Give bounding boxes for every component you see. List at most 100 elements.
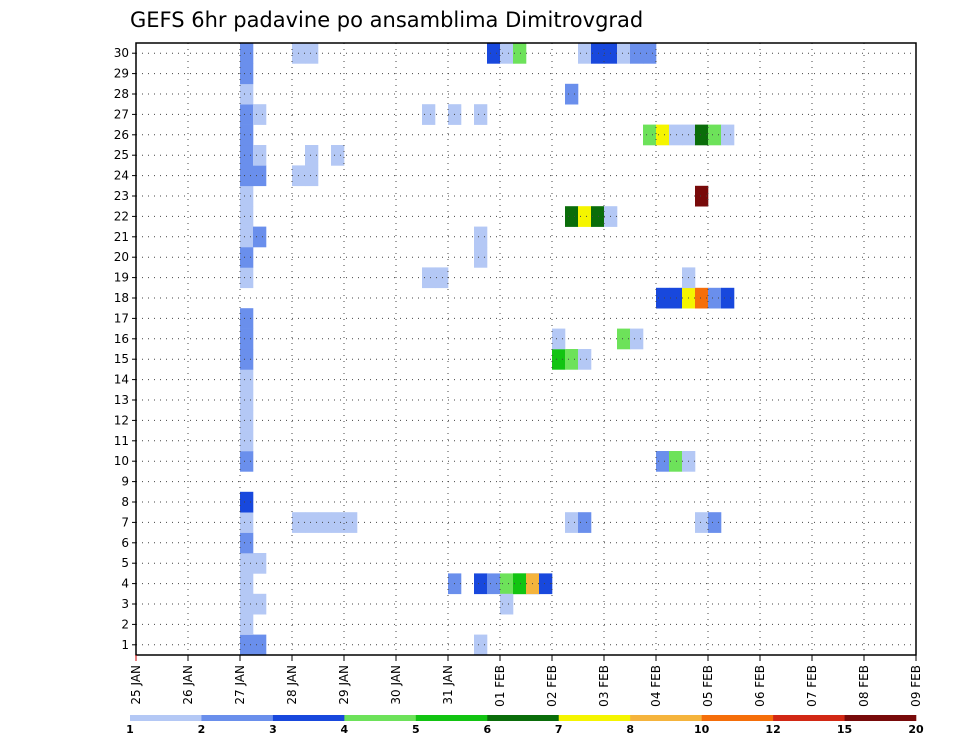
x-tick-label: 26 JAN (181, 665, 195, 705)
colorbar-segment (201, 715, 274, 721)
y-tick-label: 17 (114, 311, 129, 325)
heatmap-cell (669, 287, 683, 309)
y-tick-label: 23 (114, 189, 129, 203)
y-tick-label: 26 (114, 128, 129, 142)
heatmap-cell (617, 328, 631, 350)
colorbar-label: 1 (126, 723, 134, 736)
y-tick-label: 11 (114, 434, 129, 448)
heatmap-cell (591, 43, 605, 64)
colorbar-label: 10 (694, 723, 710, 736)
x-tick-label: 30 JAN (389, 665, 403, 705)
heatmap-cell (708, 124, 722, 146)
y-tick-label: 3 (121, 597, 129, 611)
heatmap-cell (552, 328, 566, 350)
y-tick-label: 27 (114, 107, 129, 121)
heatmap-cell (630, 43, 644, 64)
y-tick-label: 15 (114, 352, 129, 366)
colorbar-segment (272, 715, 345, 721)
colorbar-label: 4 (341, 723, 349, 736)
y-tick-label: 18 (114, 291, 129, 305)
heatmap-cell (721, 124, 735, 146)
heatmap-cell (240, 553, 254, 574)
x-tick-label: 25 JAN (129, 665, 143, 705)
heatmap-cell (240, 124, 254, 146)
heatmap-cell (721, 287, 735, 309)
x-tick-label: 01 FEB (493, 665, 507, 707)
colorbar-label: 7 (555, 723, 563, 736)
heatmap-cell (474, 573, 488, 595)
heatmap-cell (487, 573, 501, 595)
heatmap-cell (487, 43, 501, 64)
heatmap-cell (565, 349, 579, 370)
heatmap-cell (240, 573, 254, 595)
heatmap-cell (695, 512, 709, 533)
y-tick-label: 24 (114, 169, 129, 183)
y-tick-label: 5 (121, 556, 129, 570)
heatmap-cell (500, 573, 514, 595)
y-tick-label: 29 (114, 67, 129, 81)
x-tick-label: 27 JAN (233, 665, 247, 705)
colorbar-segment (558, 715, 631, 721)
heatmap-cell (240, 206, 254, 227)
heatmap-cell (240, 226, 254, 248)
x-tick-label: 06 FEB (753, 665, 767, 707)
heatmap-cell (240, 410, 254, 431)
heatmap-cell (422, 104, 436, 125)
x-tick-label: 03 FEB (597, 665, 611, 707)
x-tick-label: 09 FEB (909, 665, 923, 707)
heatmap-cell (305, 43, 319, 64)
y-tick-label: 30 (114, 46, 129, 60)
colorbar-segment (415, 715, 488, 721)
heatmap-cell (656, 451, 670, 472)
heatmap-cell (708, 512, 722, 533)
chart-title: GEFS 6hr padavine po ansamblima Dimitrov… (130, 8, 643, 32)
heatmap-cell (565, 83, 579, 105)
heatmap-cell (253, 226, 267, 248)
x-axis-ticks: 25 JAN 26 JAN 27 JAN 28 JAN 29 JAN 30 JAN 31 J… (129, 655, 923, 707)
heatmap-cell (305, 512, 319, 533)
heatmap-cell (695, 185, 709, 207)
y-tick-label: 6 (121, 536, 129, 550)
heatmap-cell (617, 43, 631, 64)
heatmap-cell (240, 389, 254, 411)
colorbar-segment (130, 715, 202, 721)
heatmap-cell (643, 43, 657, 64)
heatmap-cell (513, 573, 527, 595)
heatmap-cell (474, 634, 488, 656)
x-tick-label: 04 FEB (649, 665, 663, 707)
heatmap-cell (565, 206, 579, 227)
y-tick-label: 4 (121, 577, 129, 591)
heatmap-cell (240, 185, 254, 207)
colorbar-label: 12 (765, 723, 780, 736)
colorbar-segment (630, 715, 702, 721)
heatmap-cell (253, 553, 267, 574)
heatmap-cell (552, 349, 566, 370)
x-tick-label: 07 FEB (805, 665, 819, 707)
heatmap-cell (539, 573, 553, 595)
heatmap-cell (240, 349, 254, 370)
heatmap-cell (240, 634, 254, 656)
heatmap-cell (253, 145, 267, 166)
y-tick-label: 7 (121, 515, 129, 529)
y-tick-label: 19 (114, 271, 129, 285)
heatmap-cell (500, 593, 514, 615)
heatmap-cell (630, 328, 644, 350)
heatmap-cell (643, 124, 657, 146)
colorbar: 1 2 3 4 5 6 7 8 10 12 15 20 (126, 715, 924, 736)
gridlines (136, 43, 916, 655)
heatmap-cell (708, 287, 722, 309)
y-tick-label: 13 (114, 393, 129, 407)
y-tick-label: 8 (121, 495, 129, 509)
colorbar-label: 6 (483, 723, 491, 736)
heatmap-cell (500, 43, 514, 64)
heatmap-cell (240, 328, 254, 350)
heatmap-cell (578, 43, 592, 64)
heatmap-cell (240, 614, 254, 635)
heatmap-cell (344, 512, 358, 533)
heatmap-cell (474, 104, 488, 125)
heatmap-cell (591, 206, 605, 227)
heatmap-cell (240, 43, 254, 64)
y-tick-label: 12 (114, 413, 129, 427)
heatmap-cell (240, 491, 254, 513)
